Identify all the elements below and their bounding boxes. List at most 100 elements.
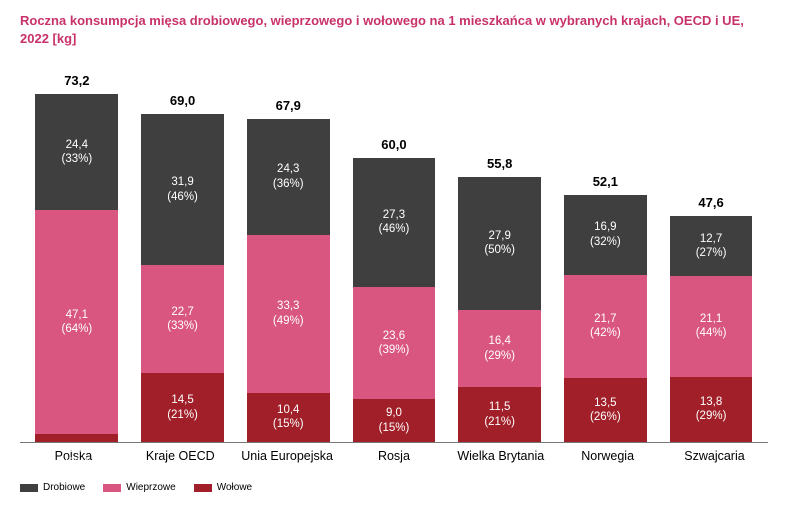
- segment-percent: (33%): [167, 319, 198, 333]
- segment-value: 13,8: [696, 395, 727, 409]
- category-label: Wielka Brytania: [452, 449, 549, 464]
- segment-percent: (15%): [273, 417, 304, 431]
- segment-value: 9,0: [379, 406, 410, 420]
- bar-total-label: 73,2: [29, 73, 125, 88]
- category-label: Rosja: [345, 449, 442, 464]
- category-label: Norwegia: [559, 449, 656, 464]
- bar-total-label: 69,0: [134, 93, 230, 108]
- segment-percent: (50%): [484, 243, 515, 257]
- bar-segment-wolowe: 9,0(15%): [353, 399, 436, 442]
- segment-value: 14,5: [167, 393, 198, 407]
- stacked-bar: 27,9(50%)16,4(29%)11,5(21%): [458, 177, 541, 442]
- bar-segment-wieprzowe: 23,6(39%): [353, 287, 436, 399]
- bar-segment-wolowe: 14,5(21%): [141, 373, 224, 442]
- legend-swatch: [194, 484, 212, 492]
- segment-value: 47,1: [62, 308, 93, 322]
- legend-label: Drobiowe: [43, 482, 85, 493]
- segment-value: 24,4: [62, 138, 93, 152]
- segment-percent: (2%): [35, 456, 118, 470]
- segment-value: 27,9: [484, 229, 515, 243]
- bar-group: 60,027,3(46%)23,6(39%)9,0(15%): [346, 158, 442, 443]
- segment-percent: (29%): [696, 409, 727, 423]
- segment-percent: (49%): [273, 314, 304, 328]
- segment-percent: (21%): [484, 415, 515, 429]
- legend-swatch: [20, 484, 38, 492]
- stacked-bar: 24,3(36%) 33,3(49%) 10,4(15%): [247, 119, 330, 442]
- bar-segment-drobiowe: 31,9(46%): [141, 114, 224, 266]
- bar-group: 69,031,9(46%)22,7(33%)14,5(21%): [134, 114, 230, 442]
- bar-segment-wieprzowe: 22,7(33%): [141, 265, 224, 373]
- segment-percent: (21%): [167, 408, 198, 422]
- bar-group: 73,224,4(33%)47,1(64%)1,7(2%): [29, 94, 125, 442]
- legend-label: Wieprzowe: [126, 482, 175, 493]
- bar-group: 67,924,3(36%)33,3(49%)10,4(15%): [240, 119, 336, 442]
- bar-segment-drobiowe: 24,4(33%): [35, 94, 118, 210]
- bar-segment-wolowe: 13,8(29%): [670, 377, 753, 443]
- bar-segment-wolowe: 10,4(15%): [247, 393, 330, 442]
- bar-segment-drobiowe: 16,9(32%): [564, 195, 647, 275]
- segment-value: 22,7: [167, 305, 198, 319]
- segment-value: 24,3: [273, 162, 304, 176]
- legend-item-wieprzowe: Wieprzowe: [103, 482, 175, 493]
- segment-value: 13,5: [590, 396, 621, 410]
- legend: Drobiowe Wieprzowe Wołowe: [20, 482, 768, 493]
- bar-segment-wieprzowe: 16,4(29%): [458, 310, 541, 388]
- legend-swatch: [103, 484, 121, 492]
- bar-segment-wolowe: 1,7(2%): [35, 434, 118, 442]
- bar-segment-drobiowe: 27,9(50%): [458, 177, 541, 310]
- segment-value: 33,3: [273, 299, 304, 313]
- category-label: Kraje OECD: [132, 449, 229, 464]
- bar-total-label: 52,1: [557, 174, 653, 189]
- bar-segment-drobiowe: 27,3(46%): [353, 158, 436, 288]
- bar-total-label: 60,0: [346, 137, 442, 152]
- segment-value: 16,9: [590, 220, 621, 234]
- chart-title: Roczna konsumpcja mięsa drobiowego, wiep…: [20, 12, 768, 47]
- bar-segment-drobiowe: 24,3(36%): [247, 119, 330, 234]
- segment-value: 23,6: [379, 329, 410, 343]
- segment-percent: (64%): [62, 322, 93, 336]
- stacked-bar: 12,7(27%)21,1(44%)13,8(29%): [670, 216, 753, 442]
- legend-label: Wołowe: [217, 482, 252, 493]
- bar-group: 55,827,9(50%)16,4(29%)11,5(21%): [452, 177, 548, 442]
- legend-item-drobiowe: Drobiowe: [20, 482, 85, 493]
- bar-segment-wolowe: 13,5(26%): [564, 378, 647, 442]
- segment-value: 16,4: [484, 334, 515, 348]
- segment-value: 1,7: [35, 442, 118, 456]
- category-label: Szwajcaria: [666, 449, 763, 464]
- bar-segment-wieprzowe: 47,1(64%): [35, 210, 118, 434]
- bar-group: 47,612,7(27%)21,1(44%)13,8(29%): [663, 216, 759, 442]
- segment-value: 10,4: [273, 403, 304, 417]
- segment-value: 21,7: [590, 312, 621, 326]
- segment-percent: (15%): [379, 421, 410, 435]
- stacked-bar: 31,9(46%)22,7(33%)14,5(21%): [141, 114, 224, 442]
- segment-percent: (42%): [590, 326, 621, 340]
- stacked-bar: 16,9(32%)21,7(42%)13,5(26%): [564, 195, 647, 442]
- segment-percent: (39%): [379, 343, 410, 357]
- segment-percent: (33%): [62, 152, 93, 166]
- bar-segment-drobiowe: 12,7(27%): [670, 216, 753, 276]
- bar-segment-wieprzowe: 21,1(44%): [670, 276, 753, 376]
- bar-total-label: 47,6: [663, 195, 759, 210]
- segment-percent: (29%): [484, 349, 515, 363]
- stacked-bar: 27,3(46%)23,6(39%)9,0(15%): [353, 158, 436, 443]
- segment-percent: (36%): [273, 177, 304, 191]
- bar-total-label: 55,8: [452, 156, 548, 171]
- chart-plot-area: 73,224,4(33%)47,1(64%)1,7(2%)69,031,9(46…: [20, 63, 768, 443]
- segment-percent: (27%): [696, 246, 727, 260]
- segment-percent: (46%): [379, 222, 410, 236]
- legend-item-wolowe: Wołowe: [194, 482, 252, 493]
- bar-segment-wieprzowe: 21,7(42%): [564, 275, 647, 378]
- stacked-bar: 24,4(33%)47,1(64%)1,7(2%): [35, 94, 118, 442]
- segment-value: 11,5: [484, 400, 515, 414]
- segment-percent: (32%): [590, 235, 621, 249]
- segment-percent: (26%): [590, 410, 621, 424]
- segment-percent: (46%): [167, 190, 198, 204]
- segment-value: 21,1: [696, 312, 727, 326]
- bar-segment-wolowe: 11,5(21%): [458, 387, 541, 442]
- segment-value: 27,3: [379, 208, 410, 222]
- bar-total-label: 67,9: [240, 98, 336, 113]
- category-label: Unia Europejska: [238, 449, 335, 464]
- segment-value: 12,7: [696, 232, 727, 246]
- segment-value: 31,9: [167, 175, 198, 189]
- bar-group: 52,116,9(32%)21,7(42%)13,5(26%): [557, 195, 653, 442]
